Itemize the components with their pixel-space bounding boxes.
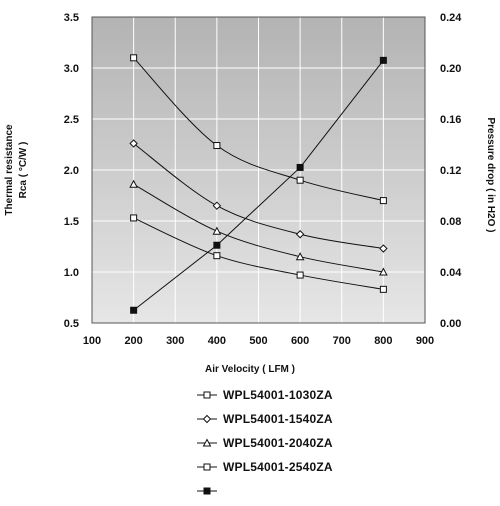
legend-label: WPL54001-2540ZA (223, 460, 333, 474)
legend-sample-diamond (197, 414, 217, 424)
plot-border (91, 16, 426, 324)
legend-item: WPL54001-2540ZA (196, 455, 416, 479)
x-axis-label: Air Velocity ( LFM ) (205, 364, 295, 375)
legend-sample-triangle (197, 438, 217, 447)
legend-item: WPL54001-2040ZA (196, 431, 416, 455)
data-point (295, 252, 305, 261)
data-point (379, 285, 387, 293)
series-line-3 (133, 183, 384, 273)
y-left-tick-label: 1.5 (64, 216, 79, 228)
data-point (296, 271, 304, 279)
y-right-tick-label: 0.16 (440, 114, 461, 126)
data-point (129, 179, 138, 188)
y-axis-right-label: Pressure drop ( in H2O ) (485, 117, 496, 232)
legend-sample-filled-square (197, 487, 217, 495)
legend-item: WPL54001-1030ZA (196, 383, 416, 407)
data-point (296, 176, 304, 184)
y-left-tick-label: 2.5 (64, 114, 79, 126)
x-tick-label: 100 (83, 335, 101, 347)
legend: WPL54001-1030ZA WPL54001-1540ZA WPL54001… (196, 383, 416, 503)
data-point (295, 230, 305, 239)
data-point (129, 139, 138, 148)
x-tick-label: 800 (374, 335, 392, 347)
x-tick-label: 400 (208, 335, 226, 347)
data-point (212, 226, 222, 235)
x-tick-label: 900 (416, 335, 434, 347)
legend-item: WPL54001-1540ZA (196, 407, 416, 431)
legend-label: WPL54001-2040ZA (223, 436, 333, 450)
data-point (212, 201, 222, 210)
legend-sample-square-2 (197, 463, 217, 471)
y-right-tick-label: 0.04 (440, 267, 462, 279)
data-point (213, 241, 221, 249)
x-tick-label: 500 (249, 335, 267, 347)
x-tick-label: 700 (333, 335, 351, 347)
y-left-tick-label: 3.5 (64, 12, 79, 24)
x-tick-label: 600 (291, 335, 309, 347)
data-point (379, 56, 387, 64)
y-right-tick-label: 0.00 (440, 318, 461, 330)
series-line-1 (133, 57, 384, 202)
y-right-tick-label: 0.08 (440, 216, 461, 228)
data-point (296, 163, 304, 171)
x-tick-label: 300 (166, 335, 184, 347)
y-left-tick-label: 3.0 (64, 63, 79, 75)
y-axis-left-label-line2: Rca ( °C/W ) (18, 142, 29, 199)
y-axis-left-label-line1: Thermal resistance (4, 124, 15, 216)
data-point (130, 306, 138, 314)
data-point (213, 252, 221, 260)
y-right-tick-label: 0.24 (440, 12, 462, 24)
series-line-5 (133, 60, 384, 311)
series-line-2 (133, 143, 384, 250)
data-point (130, 54, 138, 62)
y-right-tick-label: 0.20 (440, 63, 461, 75)
y-left-tick-label: 2.0 (64, 165, 79, 177)
legend-label: WPL54001-1030ZA (223, 388, 333, 402)
data-point (379, 244, 388, 253)
y-left-tick-label: 0.5 (64, 318, 79, 330)
legend-label: WPL54001-1540ZA (223, 412, 333, 426)
y-left-tick-label: 1.0 (64, 267, 79, 279)
legend-item (196, 479, 416, 503)
series-line-4 (133, 217, 384, 290)
data-point (130, 214, 138, 222)
y-right-tick-label: 0.12 (440, 165, 461, 177)
data-point (379, 197, 387, 205)
legend-sample-square (197, 391, 217, 399)
x-tick-label: 200 (124, 335, 142, 347)
data-point (213, 142, 221, 150)
data-point (379, 267, 388, 276)
